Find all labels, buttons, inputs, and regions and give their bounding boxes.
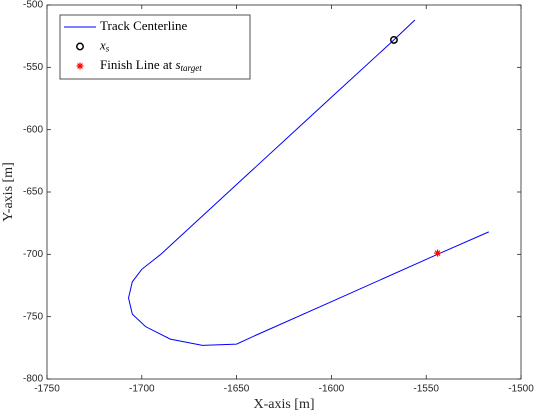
legend-sub: target <box>181 63 203 73</box>
marker <box>390 35 398 44</box>
legend-math: x <box>99 37 106 52</box>
legend-box <box>59 14 251 80</box>
y-tick-label: -750 <box>23 311 43 322</box>
y-axis-label: Y-axis [m] <box>1 162 16 222</box>
y-tick-label: -550 <box>23 62 43 73</box>
marker-arm <box>434 250 441 256</box>
legend-swatch <box>76 62 84 70</box>
legend-text: Finish Line at <box>100 57 175 72</box>
marker <box>434 249 442 257</box>
y-tick-label: -600 <box>23 124 43 135</box>
y-tick-label: -500 <box>23 0 43 11</box>
x-tick-label: -1750 <box>34 384 60 395</box>
x-tick-label: -1500 <box>508 384 534 395</box>
legend-label: xs <box>99 37 110 53</box>
y-tick-label: -650 <box>23 187 43 198</box>
legend-circle <box>76 42 84 51</box>
track-line <box>128 19 489 346</box>
legend-arm <box>77 63 83 69</box>
x-tick-label: -1550 <box>413 384 439 395</box>
x-tick-label: -1700 <box>129 384 155 395</box>
legend-label: Finish Line at starget <box>100 57 202 73</box>
legend-label: Track Centerline <box>100 18 187 33</box>
x-axis-label: X-axis [m] <box>253 397 314 412</box>
legend-math: s <box>175 57 180 72</box>
legend-swatch <box>76 42 84 51</box>
legend-sub: s <box>106 44 110 54</box>
marker-circle <box>390 35 398 44</box>
y-tick-label: -800 <box>23 374 43 385</box>
x-tick-label: -1600 <box>319 384 345 395</box>
x-tick-label: -1650 <box>224 384 250 395</box>
y-tick-label: -700 <box>23 249 43 260</box>
